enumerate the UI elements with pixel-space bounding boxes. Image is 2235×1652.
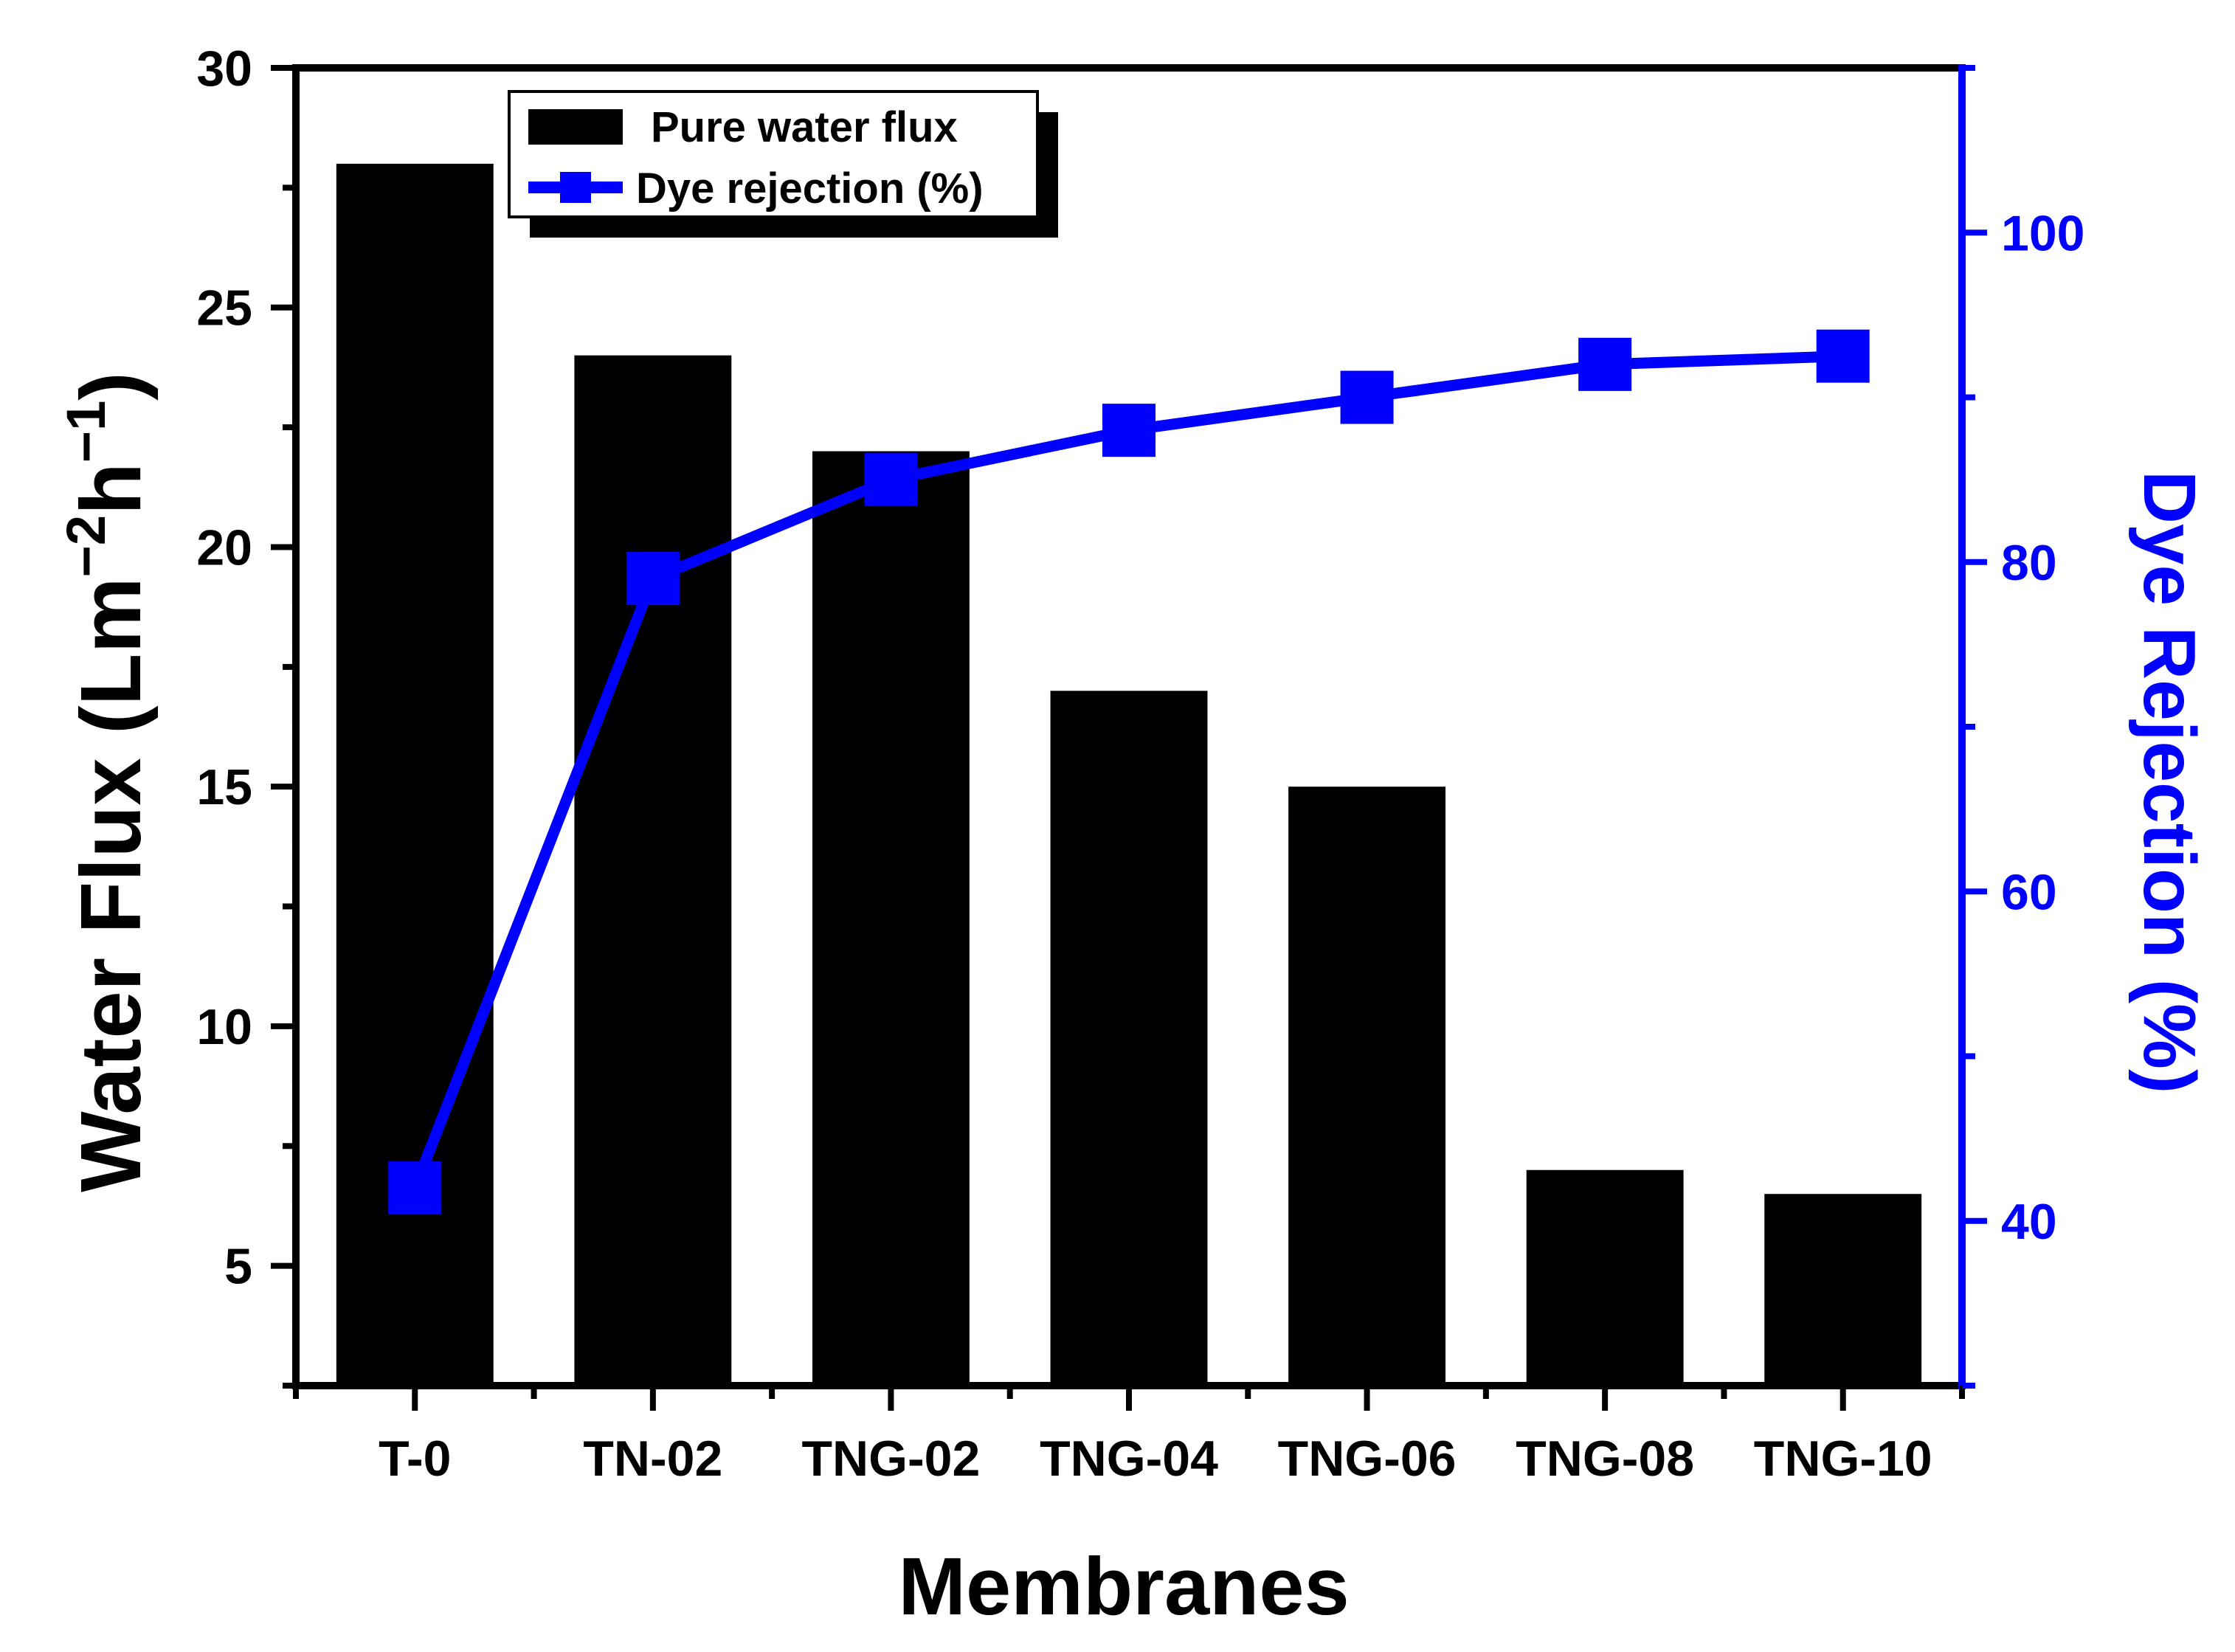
y-axis-label-end: ) [63, 372, 159, 401]
rejection-marker-TNG-02 [864, 453, 918, 507]
y-axis-label-sup2: −1 [55, 401, 117, 463]
y2-axis-label: Dye Rejection (%) [2128, 471, 2211, 1094]
y2-tick-label: 40 [2001, 1194, 2057, 1250]
x-tick-label: T-0 [379, 1431, 451, 1487]
legend-label-rejection: Dye rejection (%) [636, 165, 984, 212]
bar-TNG-02 [812, 451, 970, 1386]
y-tick-label: 20 [196, 519, 252, 576]
y-axis-ticks: 5 10 15 20 25 30 [196, 41, 296, 1389]
x-tick-label: TNG-10 [1754, 1431, 1932, 1487]
rejection-marker-TNG-04 [1102, 404, 1156, 457]
y2-tick-label: 100 [2001, 205, 2084, 261]
x-tick-label: TNG-02 [802, 1431, 981, 1487]
rejection-marker-TNG-06 [1340, 370, 1394, 424]
bar-TNG-10 [1764, 1194, 1922, 1386]
y-tick-label: 5 [224, 1239, 252, 1295]
y-axis-label-sup1: −2 [55, 515, 117, 577]
y-axis-label-mid: h [63, 463, 159, 515]
rejection-marker-T-0 [388, 1161, 442, 1215]
bar-TNG-06 [1288, 787, 1446, 1386]
legend: Pure water flux Dye rejection (%) [508, 90, 1058, 238]
y-tick-label: 10 [196, 999, 252, 1055]
legend-bar-swatch [528, 109, 623, 145]
x-axis-ticks: T-0 TN-02 TNG-02 TNG-04 TNG-06 TNG-08 TNG-10 [293, 1386, 1965, 1487]
y-tick-label: 15 [196, 759, 252, 815]
x-axis-label: Membranes [898, 1541, 1349, 1632]
y2-tick-label: 60 [2001, 864, 2057, 920]
bar-TN-02 [574, 355, 732, 1386]
y-axis-label-main: Water Flux (Lm [63, 577, 159, 1192]
rejection-marker-TN-02 [626, 552, 680, 606]
legend-label-flux: Pure water flux [651, 103, 958, 151]
y-axis-label: Water Flux (Lm−2h−1) [55, 372, 159, 1192]
x-tick-label: TNG-06 [1278, 1431, 1457, 1487]
y-tick-label: 25 [196, 280, 252, 336]
y2-tick-label: 80 [2001, 535, 2057, 591]
rejection-marker-TNG-10 [1816, 329, 1870, 383]
bar-TNG-04 [1050, 691, 1208, 1386]
line-series [388, 329, 1870, 1215]
legend-marker-swatch [560, 172, 591, 203]
x-tick-label: TN-02 [583, 1431, 722, 1487]
x-tick-label: TNG-08 [1516, 1431, 1694, 1487]
bar-series [336, 163, 1922, 1386]
rejection-marker-TNG-08 [1578, 337, 1632, 391]
x-tick-label: TNG-04 [1040, 1431, 1218, 1487]
y-tick-label: 30 [196, 41, 252, 97]
bar-TNG-08 [1526, 1169, 1684, 1386]
y2-axis-ticks: 40 60 80 100 [1962, 65, 2084, 1389]
